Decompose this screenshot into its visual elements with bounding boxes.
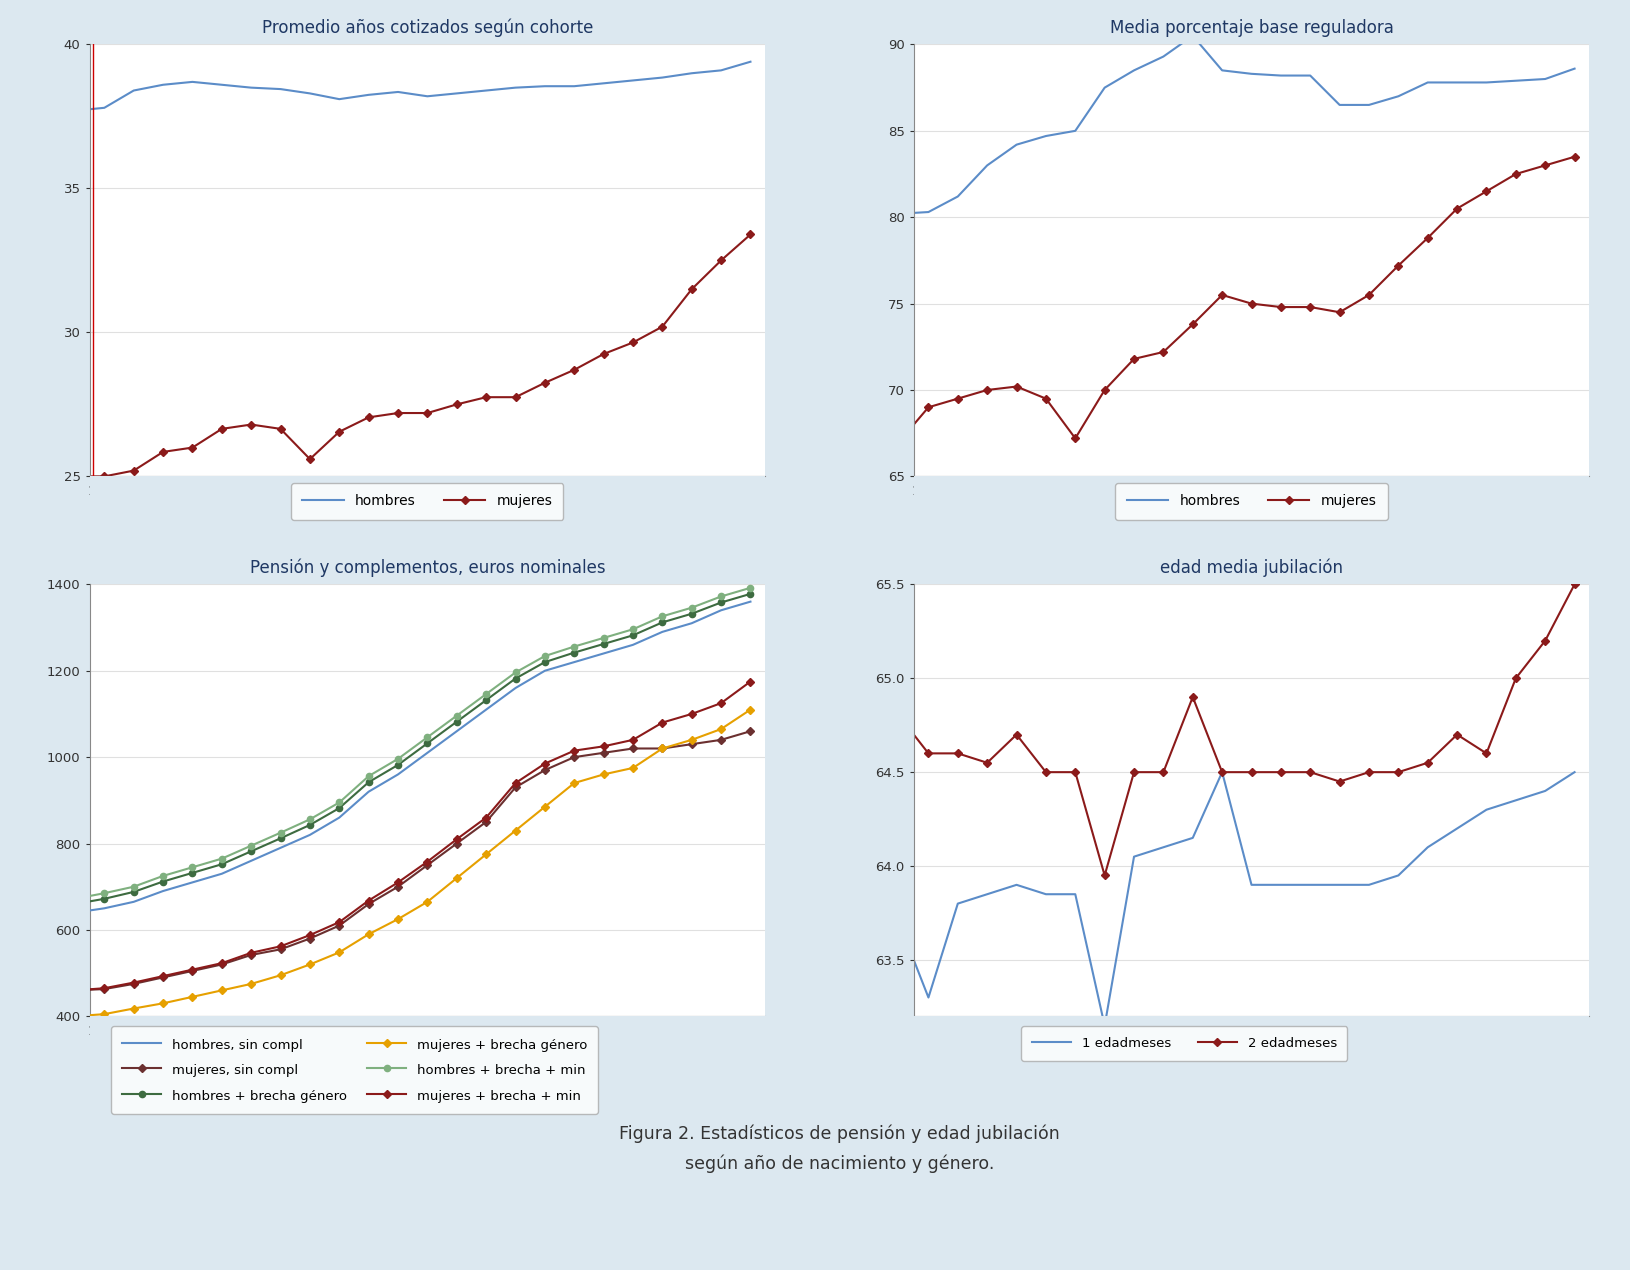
X-axis label: Año de Nacimiento: Año de Nacimiento — [363, 1044, 491, 1057]
Title: edad media jubilación: edad media jubilación — [1161, 559, 1343, 578]
Title: Promedio años cotizados según cohorte: Promedio años cotizados según cohorte — [262, 19, 593, 37]
Text: Figura 2. Estadísticos de pensión y edad jubilación
según año de nacimiento y gé: Figura 2. Estadísticos de pensión y edad… — [619, 1124, 1060, 1173]
Legend: hombres, mujeres: hombres, mujeres — [1115, 484, 1387, 519]
Title: Media porcentaje base reguladora: Media porcentaje base reguladora — [1110, 19, 1394, 37]
Legend: hombres, mujeres: hombres, mujeres — [292, 484, 564, 519]
X-axis label: Año de Nacimiento: Año de Nacimiento — [1188, 504, 1315, 517]
Title: Pensión y complementos, euros nominales: Pensión y complementos, euros nominales — [249, 559, 605, 578]
Legend: 1 edadmeses, 2 edadmeses: 1 edadmeses, 2 edadmeses — [1022, 1026, 1348, 1060]
X-axis label: Año de Nacimiento: Año de Nacimiento — [1188, 1044, 1315, 1057]
X-axis label: Año de Nacimiento: Año de Nacimiento — [363, 504, 491, 517]
